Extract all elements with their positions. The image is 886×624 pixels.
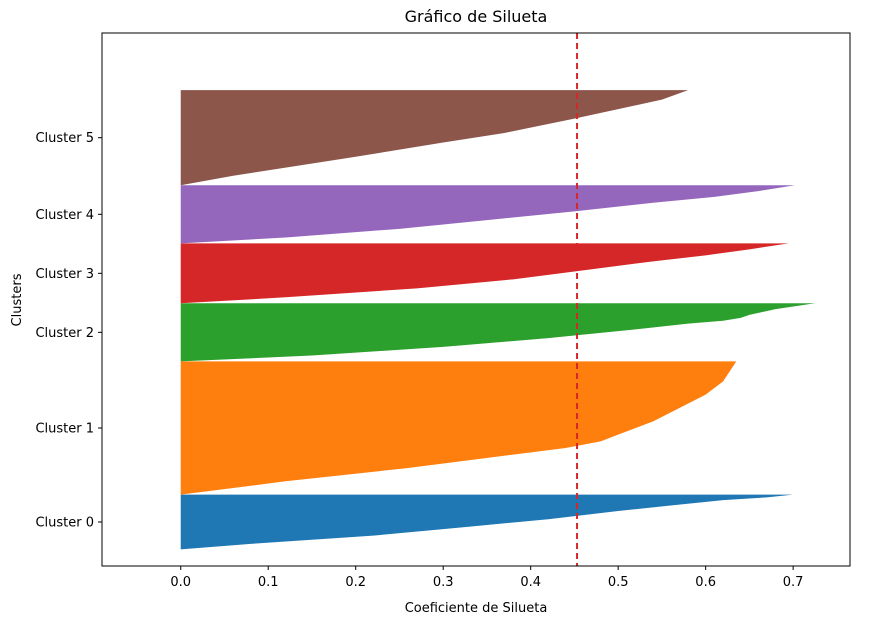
cluster-4-area: [180, 185, 795, 244]
y-tick-label-0: Cluster 0: [35, 515, 94, 530]
cluster-0-area: [180, 494, 794, 550]
x-tick-label-1: 0.1: [258, 575, 279, 590]
x-tick-label-2: 0.2: [345, 575, 366, 590]
x-tick-label-7: 0.7: [783, 575, 804, 590]
y-tick-label-2: Cluster 2: [35, 326, 94, 341]
chart-title: Gráfico de Silueta: [405, 7, 548, 26]
y-tick-label-3: Cluster 3: [35, 267, 94, 282]
cluster-2-area: [180, 303, 816, 362]
cluster-1-area: [180, 361, 737, 495]
x-axis-title: Coeficiente de Silueta: [405, 601, 548, 616]
x-tick-label-6: 0.6: [695, 575, 716, 590]
y-axis-title: Clusters: [10, 273, 25, 326]
plot-frame: [101, 32, 851, 567]
y-tick-label-1: Cluster 1: [35, 421, 94, 436]
x-tick-label-0: 0.0: [170, 575, 191, 590]
x-tick-label-4: 0.4: [520, 575, 541, 590]
cluster-5-area: [180, 90, 689, 186]
clusters-layer: [180, 90, 816, 550]
cluster-3-area: [180, 243, 789, 304]
x-tick-label-5: 0.5: [608, 575, 629, 590]
y-tick-label-5: Cluster 5: [35, 131, 94, 146]
x-axis: 0.0 0.1 0.2 0.3 0.4 0.5 0.6 0.7: [170, 566, 803, 590]
y-tick-label-4: Cluster 4: [35, 208, 94, 223]
y-axis: Cluster 0 Cluster 1 Cluster 2 Cluster 3 Clus…: [35, 131, 102, 530]
x-tick-label-3: 0.3: [433, 575, 454, 590]
plot-area: [101, 32, 851, 567]
